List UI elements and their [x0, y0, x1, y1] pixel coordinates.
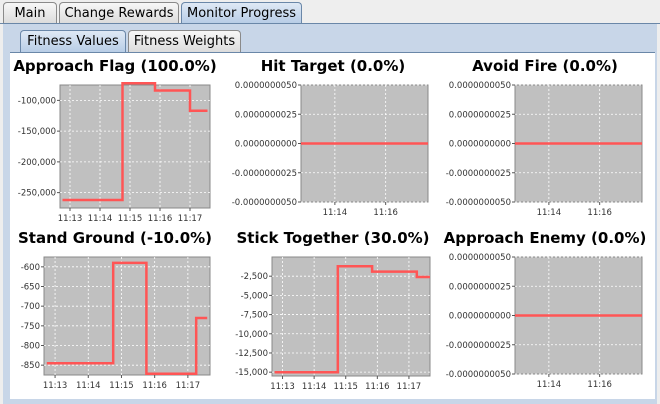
chart-hit-target: Hit Target (0.0%) 0.0000000050 0.00000000… — [228, 53, 438, 225]
chart-avoid-fire: Avoid Fire (0.0%) 0.0000000050 0.00000000… — [440, 53, 650, 225]
plot-area — [59, 84, 211, 209]
y-tick-label: -0.0000000050 — [446, 370, 511, 380]
x-tick-label: 11:17 — [178, 214, 203, 224]
y-tick-label: 0.0000000025 — [449, 110, 511, 120]
chart-title: Stand Ground (-10.0%) — [17, 229, 213, 247]
x-tick-label: 11:14 — [302, 382, 327, 392]
tab-change-rewards[interactable]: Change Rewards — [59, 2, 179, 23]
y-tick-label: -0.0000000025 — [446, 169, 511, 179]
y-tick-label: -800 — [21, 342, 40, 352]
y-tick-label: 0.0000000050 — [235, 81, 297, 91]
y-tick-label: -5,000 — [241, 291, 268, 301]
subtab-fitness-values[interactable]: Fitness Values — [20, 30, 126, 52]
chart-title: Approach Flag (100.0%) — [13, 57, 217, 75]
chart-stand-ground: Stand Ground (-10.0%) -600 -650 -700 -750 -8… — [10, 225, 220, 397]
x-tick-label: 11:14 — [537, 208, 562, 218]
y-tick-label: -700 — [21, 302, 40, 312]
chart-title: Avoid Fire (0.0%) — [472, 57, 618, 75]
y-tick-label: -100,000 — [18, 96, 56, 106]
y-tick-label: -150,000 — [18, 127, 56, 137]
chart-title: Hit Target (0.0%) — [260, 57, 406, 75]
y-tick-label: -12,500 — [235, 349, 268, 359]
plot-area — [43, 256, 211, 376]
series-line — [46, 261, 208, 376]
y-tick-label: -850 — [21, 361, 40, 371]
y-tick-label: 0.0000000000 — [449, 312, 511, 322]
chart-approach-flag: Approach Flag (100.0%) -100,000 -150,000-… — [10, 53, 220, 225]
y-tick-label: 0.0000000025 — [235, 110, 297, 120]
x-tick-label: 11:17 — [176, 381, 201, 391]
charts-area: Approach Flag (100.0%) -100,000 -150,000-… — [10, 52, 655, 399]
chart-title: Stick Together (30.0%) — [236, 229, 430, 247]
x-tick-label: 11:17 — [397, 382, 422, 392]
x-tick-label: 11:14 — [537, 380, 562, 390]
x-tick-label: 11:13 — [43, 381, 68, 391]
chart-plot: 0.0000000050 0.0000000025 0.0000000000 -0.0… — [446, 253, 643, 390]
chart-plot: 0.0000000050 0.0000000025 0.0000000000 -0.0… — [232, 81, 429, 218]
y-tick-label: -0.0000000050 — [446, 198, 511, 208]
x-tick-label: 11:14 — [88, 214, 113, 224]
x-tick-label: 11:15 — [333, 382, 358, 392]
y-tick-label: -2,500 — [241, 272, 268, 282]
x-tick-label: 11:16 — [587, 208, 612, 218]
chart-title: Approach Enemy (0.0%) — [443, 229, 647, 247]
x-tick-label: 11:13 — [270, 382, 295, 392]
y-tick-label: 0.0000000025 — [449, 282, 511, 292]
chart-plot: 0.0000000050 0.0000000025 0.0000000000 -0.0… — [446, 81, 643, 218]
y-tick-label: 0.0000000000 — [449, 140, 511, 150]
y-tick-label: -15,000 — [235, 368, 268, 378]
y-tick-label: -10,000 — [235, 330, 268, 340]
y-tick-label: -750 — [21, 322, 40, 332]
chart-approach-enemy: Approach Enemy (0.0%) 0.0000000050 0.0000… — [440, 225, 650, 397]
series-line — [274, 264, 430, 374]
x-tick-label: 11:14 — [323, 208, 348, 218]
x-tick-label: 11:16 — [148, 214, 173, 224]
chart-plot: -2,500-5,000-7,500-10,000-12,500-15,0001… — [235, 256, 431, 392]
y-tick-label: 0.0000000050 — [449, 253, 511, 263]
y-tick-label: 0.0000000050 — [449, 81, 511, 91]
chart-plot: -100,000 -150,000 -200,000 -250,000 11:13 11:… — [18, 81, 211, 224]
x-tick-label: 11:16 — [365, 382, 390, 392]
x-tick-label: 11:16 — [142, 381, 167, 391]
x-tick-label: 11:13 — [58, 214, 83, 224]
x-tick-label: 11:16 — [587, 380, 612, 390]
y-tick-label: -7,500 — [241, 311, 268, 321]
y-tick-label: -250,000 — [18, 189, 56, 199]
y-tick-label: -0.0000000025 — [232, 169, 297, 179]
x-tick-label: 11:15 — [118, 214, 143, 224]
x-tick-label: 11:16 — [373, 208, 398, 218]
y-tick-label: -200,000 — [18, 158, 56, 168]
plot-area — [271, 256, 431, 377]
tab-main[interactable]: Main — [3, 2, 57, 23]
series-line — [62, 81, 208, 202]
y-tick-label: 0.0000000000 — [235, 140, 297, 150]
chart-stick-together: Stick Together (30.0%) -2,500 -5,000 -7,50… — [228, 225, 438, 397]
tab-monitor-progress[interactable]: Monitor Progress — [181, 2, 302, 23]
main-tab-bar: Main Change Rewards Monitor Progress — [0, 0, 660, 24]
y-tick-label: -0.0000000025 — [446, 341, 511, 351]
y-tick-label: -600 — [21, 263, 40, 273]
tab-divider — [0, 23, 660, 24]
x-tick-label: 11:15 — [109, 381, 134, 391]
x-tick-label: 11:14 — [76, 381, 101, 391]
y-tick-label: -0.0000000050 — [232, 198, 297, 208]
subtab-fitness-weights[interactable]: Fitness Weights — [128, 30, 241, 52]
y-tick-label: -650 — [21, 283, 40, 293]
